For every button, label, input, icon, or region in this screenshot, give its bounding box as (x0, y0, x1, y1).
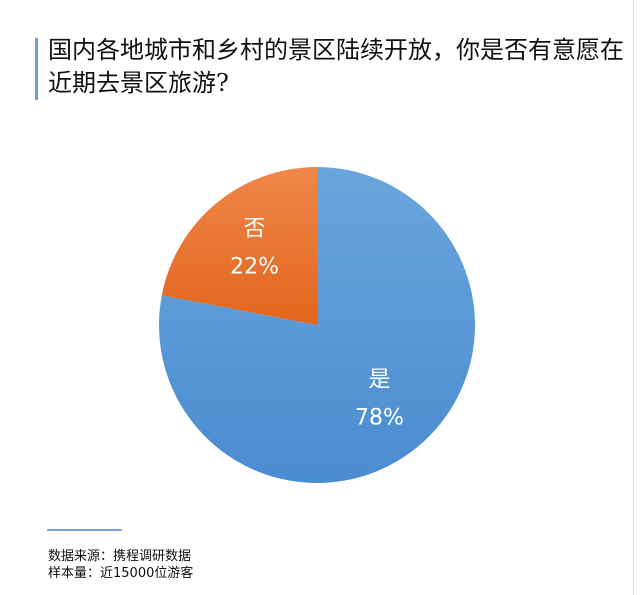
value-label: 22% (230, 255, 279, 280)
pie-slice-否 (161, 167, 317, 325)
title-accent-bar (35, 38, 38, 100)
category-label: 否 (244, 217, 266, 242)
category-label: 是 (368, 367, 390, 392)
pie-slice-是 (159, 167, 476, 483)
frame-border (633, 0, 634, 595)
footer: 数据来源：携程调研数据 样本量：近15000位游客 (48, 548, 193, 582)
footer-divider (47, 529, 122, 531)
source-note: 数据来源：携程调研数据 (48, 549, 192, 564)
sample-note: 样本量：近15000位游客 (48, 566, 194, 581)
value-label: 78% (355, 405, 404, 430)
chart-title: 国内各地城市和乡村的景区陆续开放，你是否有意愿在近期去景区旅游? (48, 36, 624, 97)
